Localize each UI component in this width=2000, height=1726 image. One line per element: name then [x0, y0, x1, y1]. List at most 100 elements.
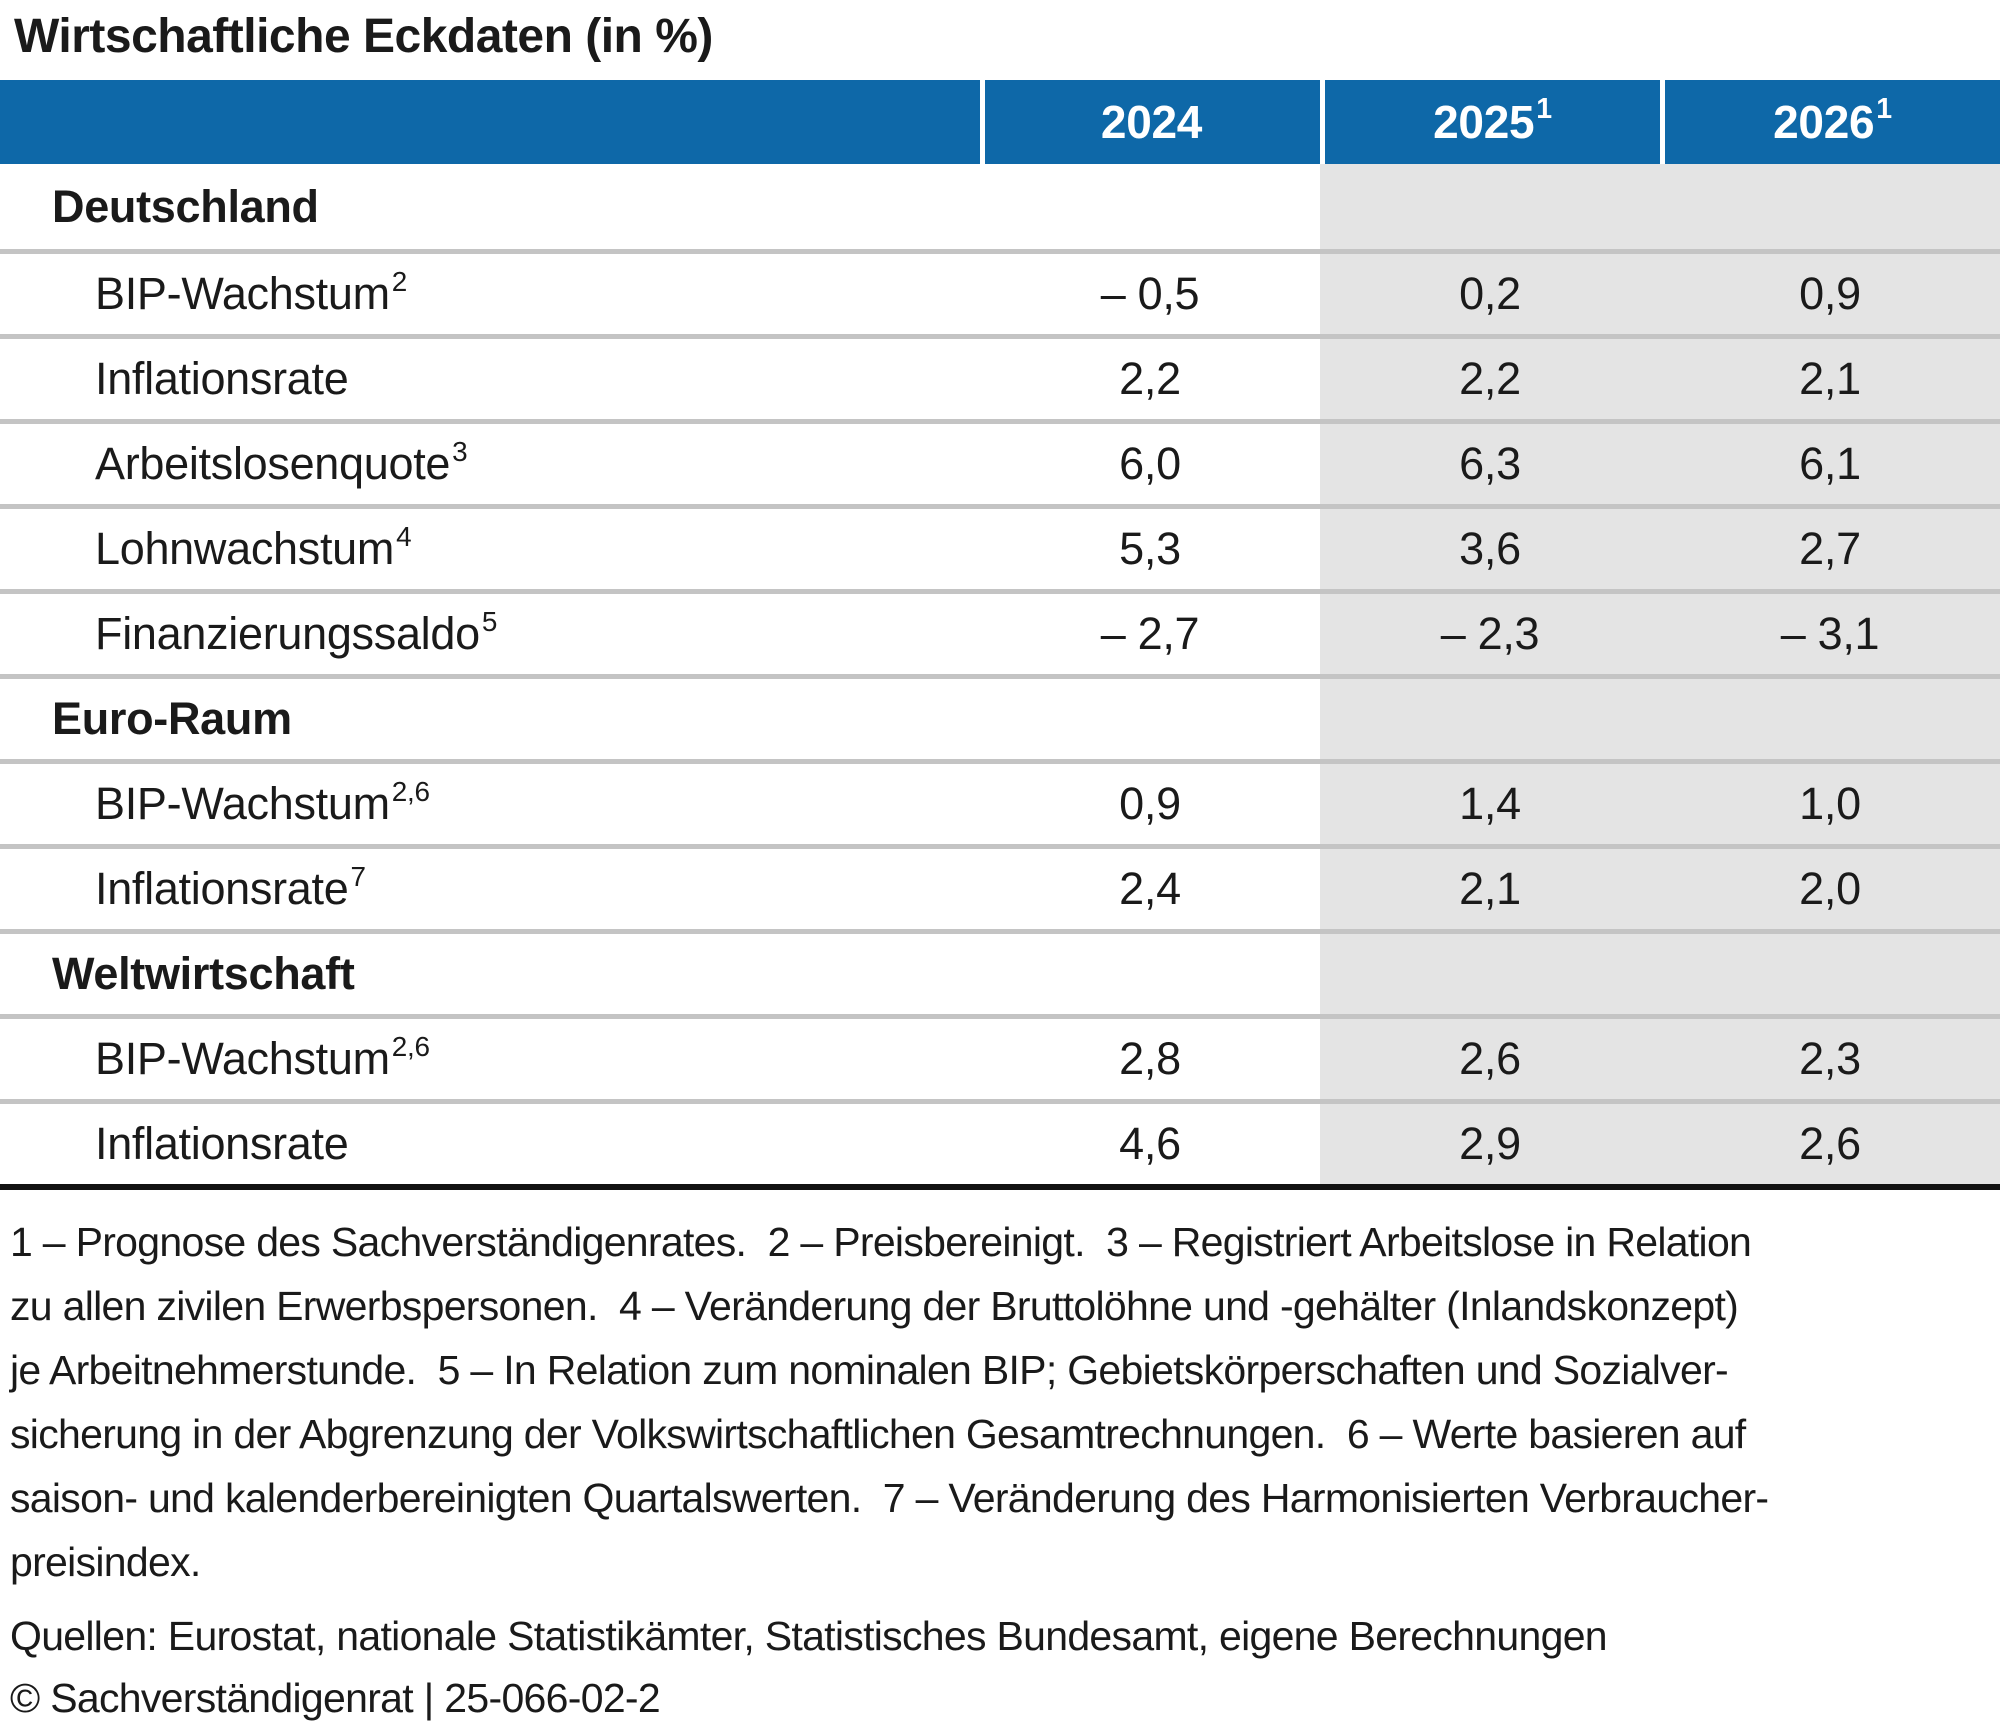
value-2026: 6,1 — [1660, 424, 2000, 504]
row-label: BIP-Wachstum 2 — [0, 254, 980, 334]
value-2024: 5,3 — [1119, 523, 1181, 574]
value-2024: 2,2 — [1119, 353, 1181, 404]
footnote-line: preisindex. — [10, 1539, 201, 1585]
section-row-weltwirtschaft: Weltwirtschaft — [0, 929, 2000, 1014]
row-label: Inflationsrate 7 — [0, 849, 980, 929]
value-2026: 1,0 — [1660, 764, 2000, 844]
row-label: Finanzierungssaldo 5 — [0, 594, 980, 674]
value-2024: 6,0 — [1119, 438, 1181, 489]
footnote-line: sicherung in der Abgrenzung der Volkswir… — [10, 1411, 1746, 1457]
value-2026 — [1660, 164, 2000, 249]
value-2025 — [1320, 934, 1660, 1014]
table-row-finanzierungssaldo: Finanzierungssaldo 5 – 2,7 – 2,3 – 3,1 — [0, 589, 2000, 674]
row-label: Inflationsrate — [0, 339, 980, 419]
footnote-line: zu allen zivilen Erwerbspersonen. 4 – Ve… — [10, 1283, 1739, 1329]
label-text: Lohnwachstum — [95, 523, 395, 574]
value-2026 — [1660, 679, 2000, 759]
label-text: Deutschland — [52, 180, 319, 232]
label-text: Inflationsrate — [95, 1118, 349, 1169]
label-text: Euro-Raum — [52, 693, 292, 744]
value-2026: 2,1 — [1660, 339, 2000, 419]
value-2024: 2,4 — [1119, 863, 1181, 914]
value-2024: 0,9 — [1119, 778, 1181, 829]
value-2026 — [1660, 934, 2000, 1014]
table-body: Deutschland BIP-Wachstum 2 – 0,5 0,2 0,9 … — [0, 164, 2000, 1184]
year-label: 2024 — [1100, 96, 1203, 148]
footnotes-block: 1 – Prognose des Sachverständigenrates. … — [10, 1210, 2000, 1594]
copyright-line: © Sachverständigenrat | 25-066-02-2 — [10, 1675, 661, 1721]
value-2026: 2,7 — [1660, 509, 2000, 589]
header-col-2025: 2025 1 — [1320, 80, 1660, 164]
header-col-2024: 2024 — [980, 80, 1320, 164]
label-text: Inflationsrate — [95, 863, 349, 914]
footnote-marker: 2,6 — [391, 1030, 430, 1062]
row-label: BIP-Wachstum 2,6 — [0, 764, 980, 844]
value-2024: – 2,7 — [1100, 608, 1200, 659]
section-label: Deutschland — [0, 164, 980, 249]
value-2025: 1,4 — [1320, 764, 1660, 844]
value-2025 — [1320, 164, 1660, 249]
footnote-marker: 2 — [391, 265, 408, 297]
label-text: Finanzierungssaldo — [95, 608, 480, 659]
footnote-line: je Arbeitnehmerstunde. 5 – In Relation z… — [10, 1347, 1729, 1393]
table-row-bip-wachstum-welt: BIP-Wachstum 2,6 2,8 2,6 2,3 — [0, 1014, 2000, 1099]
footnote-marker: 1 — [1876, 92, 1892, 125]
value-2026: 2,0 — [1660, 849, 2000, 929]
label-text: BIP-Wachstum — [95, 1033, 390, 1084]
year-label: 2025 — [1433, 96, 1535, 148]
table-title: Wirtschaftliche Eckdaten (in %) — [14, 10, 713, 63]
value-2025 — [1320, 679, 1660, 759]
table-row-lohnwachstum: Lohnwachstum 4 5,3 3,6 2,7 — [0, 504, 2000, 589]
value-2025: 3,6 — [1320, 509, 1660, 589]
value-2025: 2,6 — [1320, 1019, 1660, 1099]
footnote-marker: 5 — [481, 605, 498, 637]
label-text: BIP-Wachstum — [95, 778, 390, 829]
footnote-marker: 1 — [1536, 92, 1552, 125]
header-empty-cell — [0, 80, 980, 164]
section-row-deutschland: Deutschland — [0, 164, 2000, 249]
value-2024: 2,8 — [1119, 1033, 1181, 1084]
value-2024 — [980, 934, 1320, 1014]
row-label: Lohnwachstum 4 — [0, 509, 980, 589]
table-row-arbeitslosenquote: Arbeitslosenquote 3 6,0 6,3 6,1 — [0, 419, 2000, 504]
economic-data-table: 2024 2025 1 2026 1 Deutschland BIP-Wachstu… — [0, 80, 2000, 1190]
section-label: Weltwirtschaft — [0, 934, 980, 1014]
value-2026: 0,9 — [1660, 254, 2000, 334]
value-2024: 4,6 — [1119, 1118, 1181, 1169]
value-2025: 2,2 — [1320, 339, 1660, 419]
footnote-line: 1 – Prognose des Sachverständigenrates. … — [10, 1219, 1752, 1265]
value-2025: 0,2 — [1320, 254, 1660, 334]
label-text: Weltwirtschaft — [52, 948, 355, 999]
sources-line: Quellen: Eurostat, nationale Statistikäm… — [10, 1613, 1608, 1659]
footnote-line: saison- und kalenderbereinigten Quartals… — [10, 1475, 1769, 1521]
footnote-marker: 4 — [396, 520, 412, 552]
value-2024: – 0,5 — [1100, 268, 1200, 319]
row-label: BIP-Wachstum 2,6 — [0, 1019, 980, 1099]
label-text: Inflationsrate — [95, 353, 349, 404]
value-2026: – 3,1 — [1660, 594, 2000, 674]
value-2025: – 2,3 — [1320, 594, 1660, 674]
label-text: Arbeitslosenquote — [95, 438, 451, 489]
table-row-inflationsrate-euro: Inflationsrate 7 2,4 2,1 2,0 — [0, 844, 2000, 929]
value-2026: 2,6 — [1660, 1104, 2000, 1184]
section-row-euro-raum: Euro-Raum — [0, 674, 2000, 759]
footnote-marker: 3 — [452, 435, 468, 467]
value-2025: 2,9 — [1320, 1104, 1660, 1184]
table-row-inflationsrate-welt: Inflationsrate 4,6 2,9 2,6 — [0, 1099, 2000, 1184]
table-row-inflationsrate-de: Inflationsrate 2,2 2,2 2,1 — [0, 334, 2000, 419]
year-label: 2026 — [1773, 96, 1875, 148]
value-2026: 2,3 — [1660, 1019, 2000, 1099]
footnote-marker: 2,6 — [391, 775, 430, 807]
row-label: Arbeitslosenquote 3 — [0, 424, 980, 504]
table-row-bip-wachstum-de: BIP-Wachstum 2 – 0,5 0,2 0,9 — [0, 249, 2000, 334]
row-label: Inflationsrate — [0, 1104, 980, 1184]
header-col-2026: 2026 1 — [1660, 80, 2000, 164]
footnote-marker: 7 — [350, 860, 366, 892]
table-row-bip-wachstum-euro: BIP-Wachstum 2,6 0,9 1,4 1,0 — [0, 759, 2000, 844]
table-header-row: 2024 2025 1 2026 1 — [0, 80, 2000, 164]
label-text: BIP-Wachstum — [95, 268, 390, 319]
section-label: Euro-Raum — [0, 679, 980, 759]
value-2024 — [980, 164, 1320, 249]
value-2025: 6,3 — [1320, 424, 1660, 504]
